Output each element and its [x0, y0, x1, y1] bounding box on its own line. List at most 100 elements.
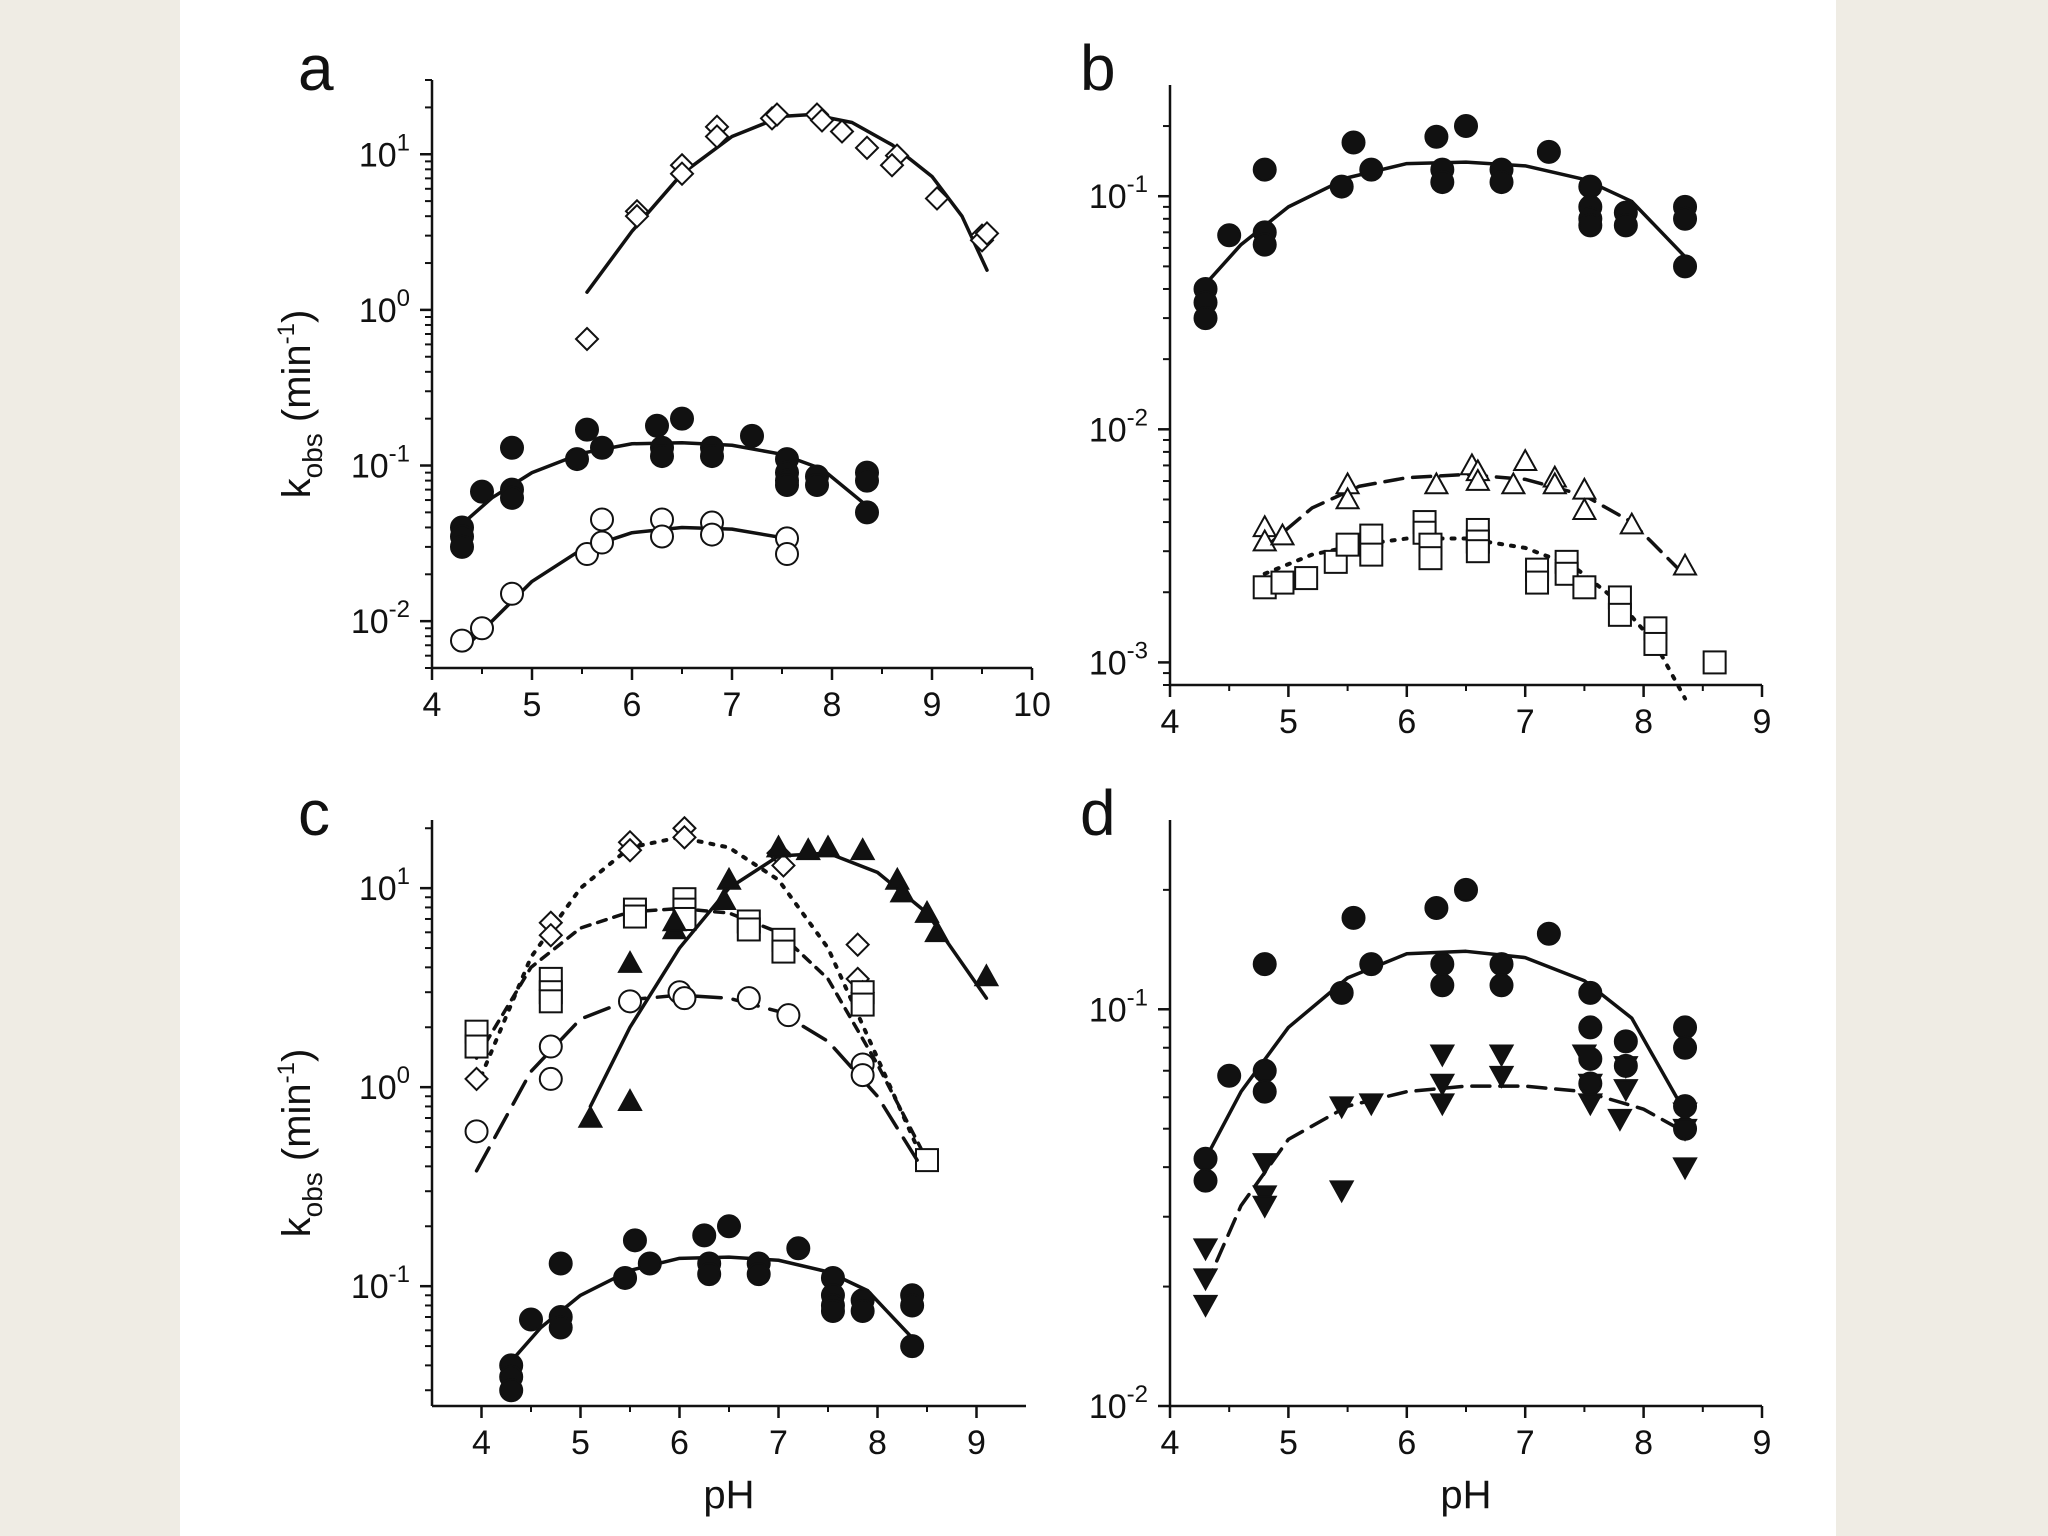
data-point: [538, 1034, 563, 1059]
data-point: [1423, 471, 1450, 495]
data-point: [1488, 1065, 1515, 1089]
data-point: [1424, 124, 1449, 149]
panel-a: 4 5 6 7 8 9 10 10-2 10-1 100 101 a kobs (min-1): [273, 32, 1051, 724]
y-tick-label: 10-1: [1089, 984, 1148, 1029]
data-point: [590, 507, 614, 532]
data-point: [1328, 1180, 1355, 1204]
data-point: [672, 824, 697, 850]
figure-svg: 4 5 6 7 8 9 10 10-2 10-1 100 101 a kobs (min-1) 4 5 6 7 8…: [273, 32, 1771, 1517]
y-axis-title: kobs (min-1): [273, 310, 328, 499]
data-point: [590, 530, 614, 555]
x-tick-label: 8: [868, 1424, 887, 1462]
data-point: [1465, 539, 1490, 564]
data-point: [829, 119, 855, 144]
y-tick-label: 10-1: [351, 441, 410, 486]
data-point: [1489, 952, 1514, 977]
data-point: [1578, 174, 1603, 199]
data-point: [1500, 471, 1527, 495]
data-point: [900, 1293, 925, 1318]
data-point: [1572, 575, 1597, 600]
data-point: [1192, 1294, 1219, 1318]
data-point: [499, 1378, 524, 1403]
x-tick-label: 9: [923, 686, 942, 724]
fit-curve: [1262, 472, 1681, 572]
data-point: [1334, 486, 1361, 510]
data-point: [1252, 1079, 1277, 1104]
data-point: [1512, 448, 1538, 471]
data-point: [1430, 973, 1455, 998]
data-point: [1359, 542, 1384, 567]
data-point: [914, 899, 940, 923]
data-point: [879, 152, 905, 178]
data-point: [820, 1299, 845, 1324]
x-tick-label: 9: [967, 1424, 986, 1462]
data-point: [1359, 157, 1384, 182]
data-point: [704, 124, 730, 149]
data-point: [764, 102, 790, 127]
data-point: [716, 866, 742, 890]
data-point: [1252, 1058, 1277, 1083]
data-point: [775, 472, 799, 497]
x-tick-label: 5: [571, 1424, 590, 1462]
series-1-square-open: [464, 887, 939, 1173]
data-point: [1454, 114, 1478, 139]
data-point: [464, 1119, 489, 1144]
x-tick-label: 4: [472, 1424, 491, 1462]
data-point: [618, 989, 642, 1014]
data-point: [1424, 896, 1449, 921]
data-point: [538, 989, 563, 1014]
data-point: [850, 1063, 875, 1088]
data-point: [1430, 952, 1455, 977]
data-point: [1489, 973, 1514, 998]
data-point: [1571, 1044, 1598, 1068]
data-point: [1465, 467, 1491, 491]
data-point: [500, 581, 524, 606]
data-point: [538, 922, 564, 948]
data-point: [1672, 1157, 1698, 1181]
data-point: [1252, 528, 1278, 552]
data-point: [1329, 980, 1354, 1005]
x-tick-label: 5: [1279, 703, 1298, 741]
data-point: [548, 1251, 573, 1276]
series-2-circle-open: [464, 980, 919, 1173]
data-point: [645, 413, 669, 438]
fit-curve: [585, 112, 989, 294]
data-point: [1578, 1015, 1603, 1040]
x-tick-label: 6: [670, 1424, 689, 1462]
x-tick-label: 7: [723, 686, 742, 724]
data-point: [450, 628, 474, 653]
panel-letter: a: [298, 32, 334, 104]
data-point: [1542, 471, 1568, 495]
y-tick-label: 101: [359, 863, 410, 908]
x-tick-label: 4: [1161, 1424, 1180, 1462]
x-tick-label: 6: [1397, 703, 1416, 741]
x-tick-label: 6: [623, 686, 642, 724]
series-0-diamond-open: [464, 815, 920, 1150]
figure-panel: 4 5 6 7 8 9 10 10-2 10-1 100 101 a kobs (min-1) 4 5 6 7 8…: [180, 0, 1836, 1536]
data-point: [577, 1104, 604, 1128]
x-tick-label: 7: [1516, 1424, 1535, 1462]
data-point: [1673, 1015, 1698, 1040]
y-tick-label: 10-2: [1089, 1381, 1148, 1426]
x-tick-label: 5: [523, 686, 542, 724]
data-point: [786, 1236, 811, 1261]
data-point: [1329, 174, 1354, 199]
data-point: [889, 879, 915, 903]
data-point: [854, 135, 880, 161]
data-point: [924, 186, 950, 211]
data-point: [1252, 232, 1277, 257]
data-point: [1429, 1093, 1456, 1117]
data-point: [1430, 170, 1455, 195]
data-point: [1672, 1118, 1698, 1142]
data-point: [1613, 1029, 1638, 1054]
data-point: [700, 444, 724, 469]
data-point: [1554, 561, 1579, 586]
x-tick-label: 7: [769, 1424, 788, 1462]
data-point: [661, 908, 688, 932]
data-point: [1358, 1093, 1384, 1117]
y-axis-title: kobs (min-1): [273, 1049, 328, 1238]
data-point: [1192, 1268, 1219, 1292]
series-0-circle-filled: [1193, 114, 1698, 331]
series-3-triangle-filled: [577, 834, 1000, 1128]
data-point: [1217, 223, 1242, 248]
